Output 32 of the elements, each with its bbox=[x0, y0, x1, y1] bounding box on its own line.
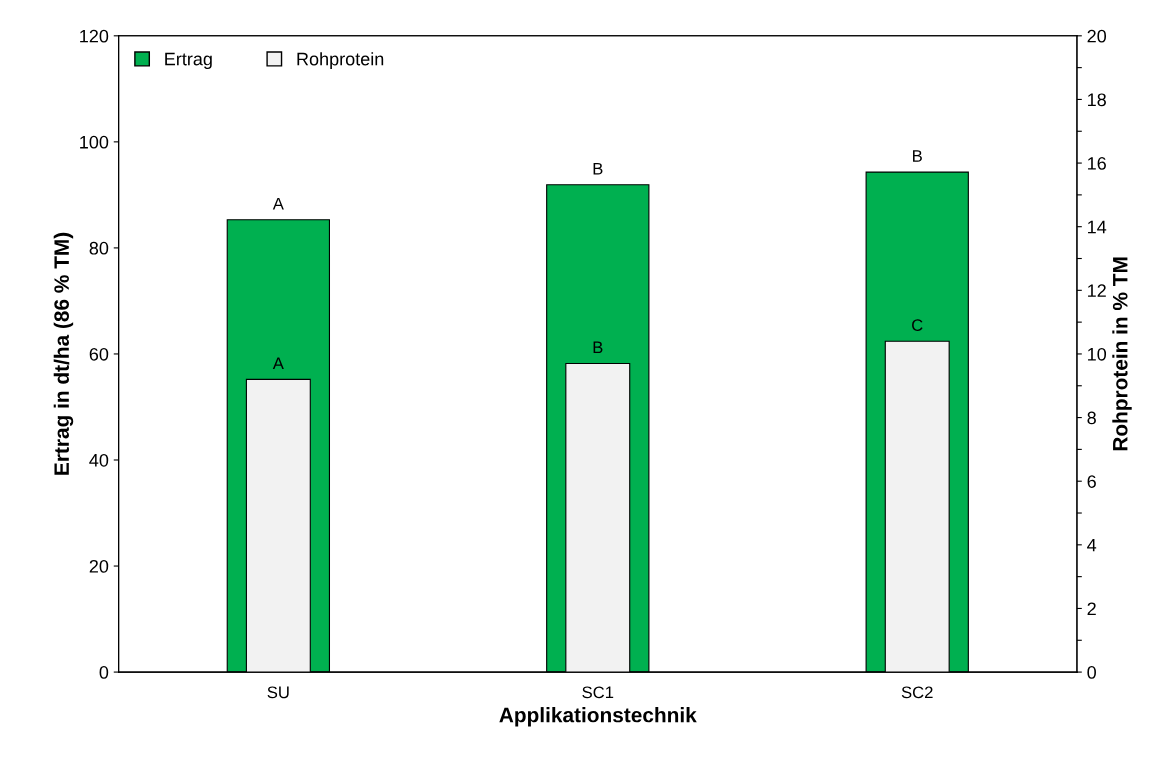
x-tick-label: SC1 bbox=[582, 686, 614, 699]
y2-tick-label: 16 bbox=[1088, 157, 1106, 170]
y2-tick-label: 2 bbox=[1087, 602, 1096, 615]
y-axis-title: Ertrag in dt/ha (86 % TM) bbox=[53, 232, 74, 475]
y2-tick-label: 6 bbox=[1087, 475, 1096, 488]
legend-label: Rohprotein bbox=[297, 52, 384, 69]
data-label: B bbox=[913, 150, 922, 162]
y2-tick-label: 14 bbox=[1088, 220, 1107, 234]
data-label: A bbox=[272, 197, 284, 210]
y-tick-label: 60 bbox=[89, 347, 109, 361]
y-tick-label: 120 bbox=[80, 29, 109, 43]
y2-tick-label: 12 bbox=[1088, 284, 1106, 297]
y-tick-label: 100 bbox=[80, 135, 109, 149]
y2-tick-label: 8 bbox=[1087, 411, 1096, 425]
y-tick-label: 20 bbox=[89, 559, 109, 573]
y2-tick-label: 20 bbox=[1087, 29, 1107, 43]
data-label: A bbox=[272, 357, 284, 369]
data-label: B bbox=[593, 162, 603, 175]
x-tick-label: SC2 bbox=[901, 686, 933, 699]
y-tick-label: 80 bbox=[89, 241, 109, 255]
y2-tick-label: 0 bbox=[1087, 666, 1096, 679]
y-tick-label: 40 bbox=[89, 453, 109, 467]
legend-label: Ertrag bbox=[165, 52, 212, 69]
y2-tick-label: 10 bbox=[1088, 347, 1107, 361]
y2-tick-label: 4 bbox=[1087, 538, 1097, 552]
data-label: C bbox=[912, 319, 923, 331]
data-label: B bbox=[593, 341, 603, 354]
x-tick-label: SU bbox=[267, 686, 289, 699]
y-tick-label: 0 bbox=[99, 666, 109, 679]
y2-tick-label: 18 bbox=[1088, 93, 1106, 107]
y2-axis-title: Rohprotein in % TM bbox=[1112, 257, 1132, 451]
x-axis-title: Applikationstechnik bbox=[499, 707, 697, 727]
